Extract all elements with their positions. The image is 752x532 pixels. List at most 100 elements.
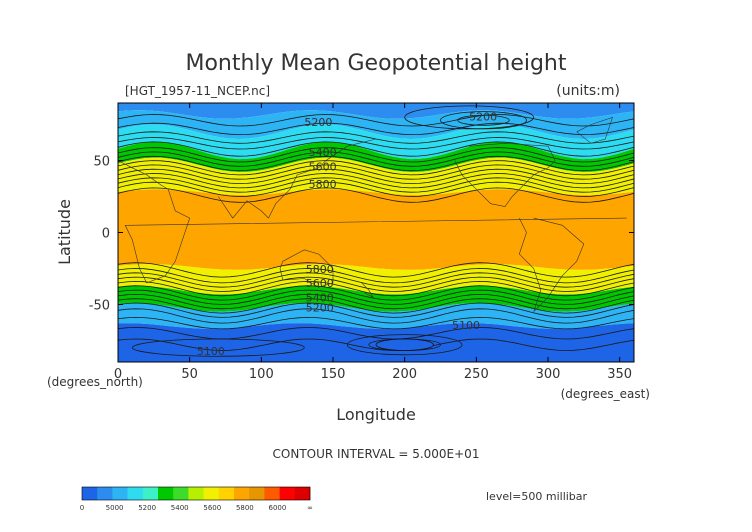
colorbar-swatch [203,487,220,500]
coastline [279,249,334,288]
contour-line [118,298,634,314]
contour-label: 5400 [306,292,334,305]
contour-closed [131,338,305,357]
contour-line [118,181,634,197]
x-tick-label: 300 [536,367,561,382]
x-tick-label: 350 [607,367,632,382]
contour-closed [404,105,535,130]
coastline [454,142,556,207]
band-mid-north-yellow [118,157,634,196]
contour-label: 5100 [197,345,225,358]
y-tick-label: -50 [89,298,110,313]
colorbar-swatch [264,487,280,500]
file-label: [HGT_1957-11_NCEP.nc] [125,84,270,98]
x-tick-label: 250 [464,367,489,382]
colorbar-label: 6000 [269,504,287,512]
colorbar-swatch [127,487,144,500]
colorbar-label: 5800 [236,504,254,512]
band-antarctic [118,323,634,362]
contour-closed [457,114,510,126]
contour-label: 5100 [452,319,480,332]
coastline [576,116,613,144]
contour-line [118,272,634,288]
colorbar-swatch [82,487,98,500]
x-tick-label: 0 [114,367,122,382]
colorbar-swatch [112,487,128,500]
colorbar-label: 5200 [138,504,156,512]
contour-label: 5400 [309,146,337,159]
contour-line [118,151,634,167]
colorbar-frame [81,486,311,501]
contour-label: 5600 [309,161,337,174]
contour-line [118,147,634,163]
contour-line [118,122,634,136]
band-polar-north-deep [118,103,634,119]
colorbar-swatch [249,487,265,500]
colorbar-swatch [188,487,204,500]
contour-label: 5200 [306,302,334,315]
contour-line [118,177,634,193]
contour-line [118,173,634,189]
contour-line [118,141,634,157]
units-label: (units:m) [556,83,620,99]
x-tick-label: 50 [181,367,198,382]
colorbar-swatch [173,487,189,500]
contour-line [118,276,634,292]
chart-title: Monthly Mean Geopotential height [185,51,566,76]
contour-line [118,280,634,297]
x-axis-label: Longitude [336,405,416,424]
band-mid-south-yellow [118,264,634,295]
antarctic-low [375,338,434,351]
contour-line [118,187,634,203]
y-axis-label: Latitude [55,199,74,265]
colorbar-swatch [279,487,296,500]
contour-label: 5200 [304,116,332,129]
contour-line [118,268,634,284]
colorbar-swatch [158,487,174,500]
contour-line [118,293,634,310]
coastline [118,160,627,284]
contour-line [118,137,634,150]
map-plot: 5200 520054005600580058005600540052005100… [118,103,634,362]
contour-line [118,262,634,278]
contour-line [118,285,634,301]
y-unit-label: (degrees_north) [47,375,143,389]
band-tropics-orange [118,189,634,270]
x-tick-label: 200 [392,367,417,382]
colorbar-label: 5600 [203,504,221,512]
colorbar-swatch [294,487,311,500]
contour-line [118,302,634,318]
x-tick-label: 100 [249,367,274,382]
y-tick-label: 50 [93,155,110,170]
x-tick-label: 150 [321,367,346,382]
band-arctic-cap [118,124,634,160]
x-unit-label: (degrees_east) [561,387,650,401]
contour-label: 5800 [309,178,337,191]
contour-line [118,168,634,185]
contour-interval-label: CONTOUR INTERVAL = 5.000E+01 [273,447,480,461]
contour-label: 5800 [306,263,334,276]
contour-line [118,114,634,127]
colorbar: 0 5000 5200 5400 5600 5800 6000 ∞ [80,486,313,512]
colorbar-swatch [234,487,250,500]
colorbar-label: ∞ [307,504,313,512]
colorbar-swatch [142,487,159,500]
contour-line [118,160,634,176]
y-tick-label: 0 [102,227,110,242]
coastline [518,217,585,312]
contour-line [118,289,634,305]
contour-line [118,338,634,351]
colorbar-label: 5400 [171,504,189,512]
colorbar-swatch [97,487,113,500]
contour-line [118,155,634,172]
contour-line [118,316,634,330]
colorbar-swatch [218,487,235,500]
contour-label: 5600 [306,277,334,290]
contour-closed [346,334,463,356]
contour-label: 5200 [469,110,497,123]
contour-line [118,327,634,340]
colorbar-label: 5000 [106,504,124,512]
colorbar-label: 0 [80,504,84,512]
coastline [218,138,377,219]
